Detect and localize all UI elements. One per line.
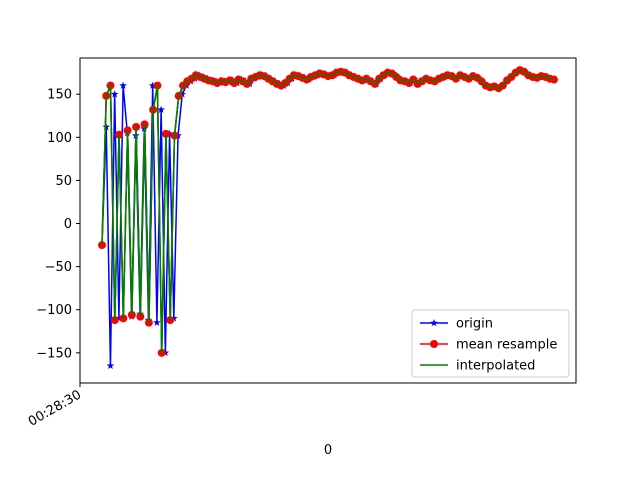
- legend-marker: [430, 319, 438, 327]
- y-tick-label: 50: [55, 174, 72, 189]
- legend-label: mean resample: [456, 338, 557, 353]
- legend-label: interpolated: [456, 359, 535, 374]
- legend: origin mean resample interpolated: [411, 309, 570, 378]
- x-tick-label: 00:28:30: [26, 387, 84, 429]
- series-layer: [98, 66, 558, 369]
- data-point: [102, 122, 111, 131]
- x-axis-label: 0: [324, 443, 332, 458]
- y-tick-label: 100: [47, 131, 72, 146]
- data-point: [157, 105, 165, 113]
- legend-entry: origin: [420, 317, 493, 332]
- y-tick-label: −100: [36, 303, 72, 318]
- series-line-interpolated-overlay: [101, 69, 555, 353]
- data-point: [110, 90, 119, 98]
- y-tick-label: −150: [36, 346, 72, 361]
- data-point: [178, 90, 187, 98]
- data-point: [170, 314, 178, 322]
- data-point: [119, 81, 127, 89]
- data-point: [106, 361, 115, 369]
- x-axis: 00:28:30: [26, 383, 84, 430]
- data-point: [148, 81, 157, 89]
- data-point: [115, 314, 123, 322]
- y-tick-label: 150: [47, 88, 72, 103]
- legend-entry: interpolated: [420, 359, 535, 374]
- legend-box: [411, 309, 570, 378]
- data-point: [550, 75, 558, 84]
- data-point: [153, 318, 161, 326]
- y-tick-label: −50: [45, 260, 72, 275]
- y-tick-label: 0: [64, 217, 72, 232]
- y-axis: −150 −100 −50 0 50 100 150: [36, 88, 80, 361]
- plot-frame: [79, 57, 577, 384]
- legend-label: origin: [456, 317, 493, 332]
- legend-marker: [430, 340, 438, 348]
- legend-entry: mean resample: [420, 338, 557, 353]
